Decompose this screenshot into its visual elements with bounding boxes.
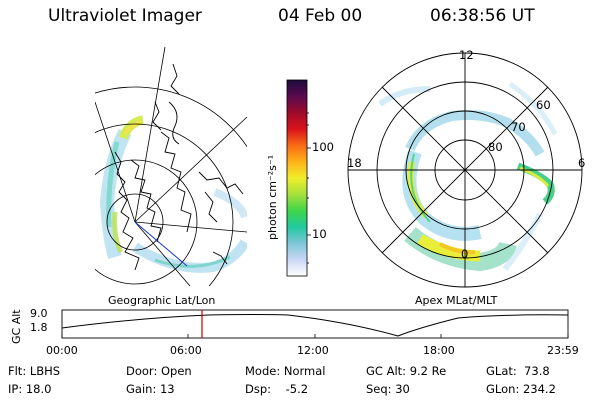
app-title: Ultraviolet Imager (48, 6, 202, 26)
timeline-ytick-low: 1.8 (30, 321, 48, 334)
timeline-xtick-1200: 12:00 (297, 344, 329, 357)
info-glat: GLat: 73.8 (486, 364, 550, 378)
polar-panel-caption: Apex MLat/MLT (415, 294, 498, 307)
header-time: 06:38:56 UT (430, 6, 535, 26)
geo-panel-caption: Geographic Lat/Lon (108, 294, 216, 307)
info-mode: Mode: Normal (245, 364, 326, 378)
info-ip: IP: 18.0 (8, 382, 52, 396)
polar-grid (347, 52, 583, 288)
timeline-ticks (61, 334, 569, 338)
info-filter: Flt: LBHS (8, 364, 61, 378)
orbit-altitude-timeline (61, 309, 569, 339)
info-gc-altitude: GC Alt: 9.2 Re (366, 364, 447, 378)
lat-label-70: 70 (511, 120, 526, 134)
info-sequence: Seq: 30 (366, 382, 410, 396)
timeline-xtick-0000: 00:00 (46, 344, 78, 357)
timeline-xtick-1800: 18:00 (423, 344, 455, 357)
mlt-label-0: 0 (461, 247, 469, 261)
mlt-label-18: 18 (347, 156, 362, 170)
header-date: 04 Feb 00 (278, 6, 363, 26)
timeline-axis-label: GC Alt (10, 309, 23, 344)
colorbar-tick-10: 10 (312, 227, 327, 241)
info-glon: GLon: 234.2 (486, 382, 556, 396)
info-dsp: Dsp: -5.2 (245, 382, 309, 396)
polar-plot-panel (347, 52, 583, 288)
timeline-xtick-0600: 06:00 (170, 344, 202, 357)
timeline-xtick-2359: 23:59 (547, 344, 579, 357)
geo-aurora-emission (99, 115, 247, 273)
mlt-label-12: 12 (459, 48, 474, 62)
geo-footprint-line (134, 221, 188, 267)
lat-label-80: 80 (488, 140, 503, 154)
colorbar-unit-label: photon cm⁻²s⁻¹ (266, 154, 279, 240)
colorbar-ticks (307, 112, 311, 264)
colorbar-gradient (286, 79, 308, 277)
geographic-map-panel (95, 46, 247, 286)
colorbar-tick-100: 100 (312, 140, 334, 154)
timeline-ytick-high: 9.0 (30, 307, 48, 320)
info-gain: Gain: 13 (126, 382, 175, 396)
mlt-label-6: 6 (578, 156, 586, 170)
colorbar (286, 79, 311, 277)
altitude-curve (61, 314, 569, 337)
geo-coastlines (114, 63, 244, 271)
geo-grid-lines (95, 46, 247, 286)
lat-label-60: 60 (536, 98, 551, 112)
info-door: Door: Open (126, 364, 192, 378)
